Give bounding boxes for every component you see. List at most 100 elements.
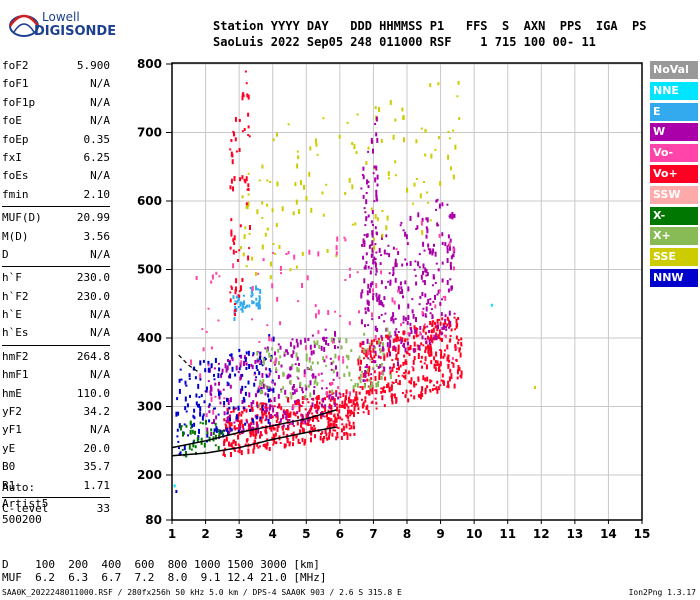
echo-point (285, 427, 288, 430)
echo-point (384, 376, 387, 381)
echo-point (304, 384, 307, 388)
echo-point (370, 220, 373, 224)
echo-point (428, 339, 431, 343)
echo-point (241, 175, 244, 180)
echo-point (268, 386, 271, 392)
echo-point (316, 340, 319, 346)
echo-point (418, 303, 421, 306)
echo-point (272, 433, 275, 439)
echo-point (249, 287, 252, 289)
echo-point (210, 428, 213, 432)
echo-point (268, 336, 271, 342)
axis-layer: 1 2 3 4 5 6 7 8 9 10 11 12 13 14 158020030040050060070… (137, 0, 650, 541)
echo-point (335, 417, 338, 423)
echo-point (265, 348, 268, 353)
echo-point (353, 432, 356, 436)
echo-point (449, 321, 452, 325)
echo-point (206, 440, 208, 443)
echo-point (238, 290, 241, 293)
echo-point (351, 142, 354, 145)
echo-point (259, 419, 261, 422)
echo-point (443, 380, 445, 386)
echo-point (342, 393, 345, 397)
echo-point (296, 163, 299, 169)
echo-point (194, 445, 197, 449)
echo-point (404, 369, 407, 374)
echo-point (267, 418, 270, 424)
echo-point (389, 335, 392, 338)
echo-point (348, 321, 351, 326)
param-value: N/A (90, 326, 110, 340)
echo-point (430, 347, 433, 353)
echo-point (364, 311, 367, 315)
echo-point (334, 345, 336, 350)
echo-point (427, 348, 430, 354)
echo-point (233, 407, 236, 410)
echo-point (258, 304, 261, 310)
param-separator (2, 206, 110, 208)
echo-point (370, 360, 373, 363)
echo-point (425, 269, 428, 274)
echo-point (392, 312, 395, 318)
echo-point (244, 226, 247, 230)
echo-point (270, 426, 273, 432)
echo-point (380, 270, 383, 275)
param-value: 230.0 (76, 289, 110, 303)
echo-point (241, 95, 244, 101)
echo-point (366, 368, 369, 373)
echo-point (441, 261, 444, 265)
echo-point (309, 392, 312, 398)
echo-point (383, 296, 386, 301)
echo-point (397, 289, 400, 293)
echo-point (364, 370, 367, 373)
echo-point (214, 382, 217, 386)
echo-point (451, 361, 454, 364)
echo-point (395, 353, 398, 359)
echo-point (264, 443, 267, 449)
echo-point (214, 444, 217, 447)
echo-point (361, 347, 364, 350)
echo-point (271, 252, 274, 254)
echo-point (289, 268, 292, 272)
echo-point (234, 137, 237, 142)
echo-point (210, 280, 213, 284)
param-name: h`Es (2, 326, 29, 340)
param-row-fxi: fxI 6.25 (2, 149, 110, 167)
echo-point (249, 225, 251, 230)
echo-point (234, 303, 236, 305)
echo-point (375, 407, 378, 410)
echo-point (184, 380, 187, 385)
echo-point (176, 435, 179, 438)
echo-point (412, 335, 415, 340)
echo-point (375, 165, 378, 171)
echo-point (398, 304, 400, 310)
echo-point (249, 424, 252, 430)
echo-point (366, 338, 369, 344)
echo-point (266, 438, 269, 441)
echo-point (367, 371, 370, 377)
echo-point (245, 367, 248, 370)
echo-point (314, 427, 317, 430)
echo-point (317, 394, 320, 400)
echo-point (348, 371, 351, 377)
echo-point (424, 153, 427, 157)
echo-point (300, 420, 303, 423)
echo-point (301, 283, 303, 288)
echo-point (342, 356, 345, 359)
echo-point (240, 354, 243, 359)
echo-point (321, 412, 324, 417)
param-name: foEs (2, 169, 29, 183)
echo-point (286, 351, 289, 355)
echo-point (314, 375, 317, 379)
echo-point (321, 403, 323, 408)
echo-point (332, 378, 335, 381)
echo-point (382, 352, 385, 356)
echo-point (403, 137, 405, 143)
echo-point (336, 426, 338, 429)
echo-point (393, 300, 396, 305)
echo-point (236, 427, 239, 430)
echo-point (446, 385, 449, 388)
echo-point (290, 365, 293, 370)
echo-point (449, 278, 452, 281)
echo-point (375, 195, 378, 198)
